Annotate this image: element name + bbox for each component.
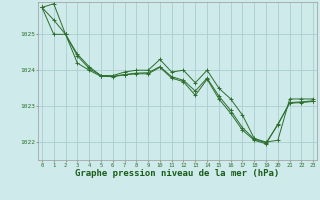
X-axis label: Graphe pression niveau de la mer (hPa): Graphe pression niveau de la mer (hPa) (76, 169, 280, 178)
